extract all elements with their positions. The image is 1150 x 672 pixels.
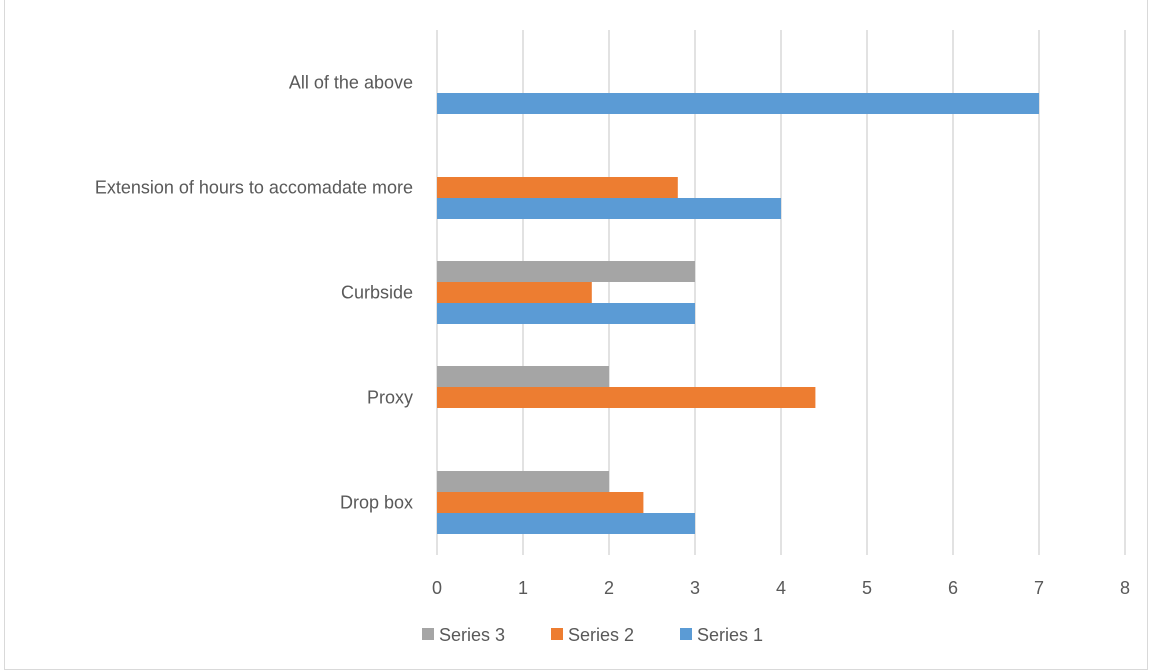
bar — [437, 513, 695, 534]
x-tick-label: 6 — [948, 578, 958, 598]
category-label: Proxy — [367, 388, 413, 408]
x-tick-label: 0 — [432, 578, 442, 598]
legend-label: Series 3 — [439, 625, 505, 645]
x-tick-label: 4 — [776, 578, 786, 598]
x-tick-label: 3 — [690, 578, 700, 598]
legend-swatch — [422, 628, 434, 640]
bar — [437, 492, 644, 513]
bar — [437, 282, 592, 303]
legend: Series 3 Series 2 Series 1 — [422, 625, 763, 645]
bar — [437, 471, 609, 492]
bar — [437, 177, 678, 198]
legend-swatch — [551, 628, 563, 640]
bar — [437, 303, 695, 324]
category-label: All of the above — [289, 73, 413, 93]
x-tick-label: 2 — [604, 578, 614, 598]
bar — [437, 198, 781, 219]
category-labels: All of the above Extension of hours to ac… — [95, 73, 413, 513]
bar — [437, 387, 816, 408]
x-tick-labels: 0 1 2 3 4 5 6 7 8 — [432, 578, 1130, 598]
bars — [437, 93, 1039, 534]
bar — [437, 261, 695, 282]
x-tick-label: 7 — [1034, 578, 1044, 598]
bar — [437, 366, 609, 387]
x-tick-label: 1 — [518, 578, 528, 598]
legend-label: Series 2 — [568, 625, 634, 645]
x-tick-label: 8 — [1120, 578, 1130, 598]
category-label: Extension of hours to accomadate more — [95, 178, 413, 198]
legend-label: Series 1 — [697, 625, 763, 645]
x-tick-label: 5 — [862, 578, 872, 598]
legend-swatch — [680, 628, 692, 640]
bar — [437, 93, 1039, 114]
category-label: Curbside — [341, 283, 413, 303]
category-label: Drop box — [340, 493, 413, 513]
